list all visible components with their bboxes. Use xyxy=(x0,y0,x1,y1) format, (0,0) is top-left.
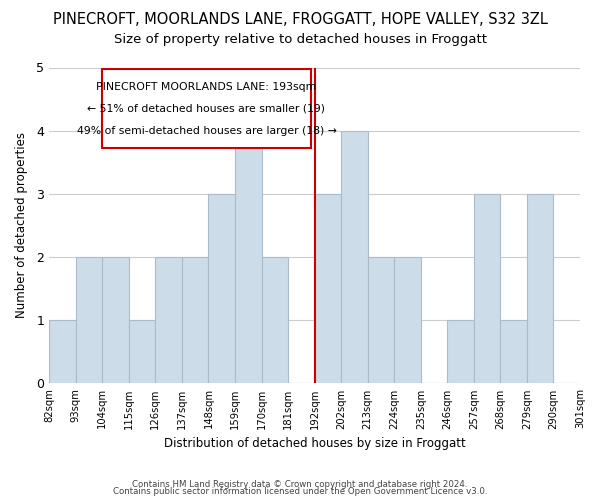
Bar xyxy=(182,257,208,384)
Bar xyxy=(527,194,553,384)
FancyBboxPatch shape xyxy=(102,70,311,148)
Text: PINECROFT MOORLANDS LANE: 193sqm: PINECROFT MOORLANDS LANE: 193sqm xyxy=(97,82,317,92)
Text: ← 51% of detached houses are smaller (19): ← 51% of detached houses are smaller (19… xyxy=(88,104,325,114)
Bar xyxy=(102,257,129,384)
Bar xyxy=(314,194,341,384)
Bar xyxy=(76,257,102,384)
Bar xyxy=(49,320,76,384)
Bar xyxy=(262,257,288,384)
Text: Size of property relative to detached houses in Froggatt: Size of property relative to detached ho… xyxy=(113,32,487,46)
Text: 49% of semi-detached houses are larger (18) →: 49% of semi-detached houses are larger (… xyxy=(77,126,337,136)
Bar xyxy=(155,257,182,384)
Bar xyxy=(235,130,262,384)
Y-axis label: Number of detached properties: Number of detached properties xyxy=(15,132,28,318)
Text: Contains HM Land Registry data © Crown copyright and database right 2024.: Contains HM Land Registry data © Crown c… xyxy=(132,480,468,489)
Bar xyxy=(368,257,394,384)
Bar xyxy=(394,257,421,384)
Bar xyxy=(341,130,368,384)
Text: PINECROFT, MOORLANDS LANE, FROGGATT, HOPE VALLEY, S32 3ZL: PINECROFT, MOORLANDS LANE, FROGGATT, HOP… xyxy=(53,12,547,28)
Bar xyxy=(447,320,474,384)
Bar xyxy=(208,194,235,384)
Bar xyxy=(129,320,155,384)
Bar xyxy=(474,194,500,384)
X-axis label: Distribution of detached houses by size in Froggatt: Distribution of detached houses by size … xyxy=(164,437,466,450)
Bar xyxy=(500,320,527,384)
Text: Contains public sector information licensed under the Open Government Licence v3: Contains public sector information licen… xyxy=(113,487,487,496)
